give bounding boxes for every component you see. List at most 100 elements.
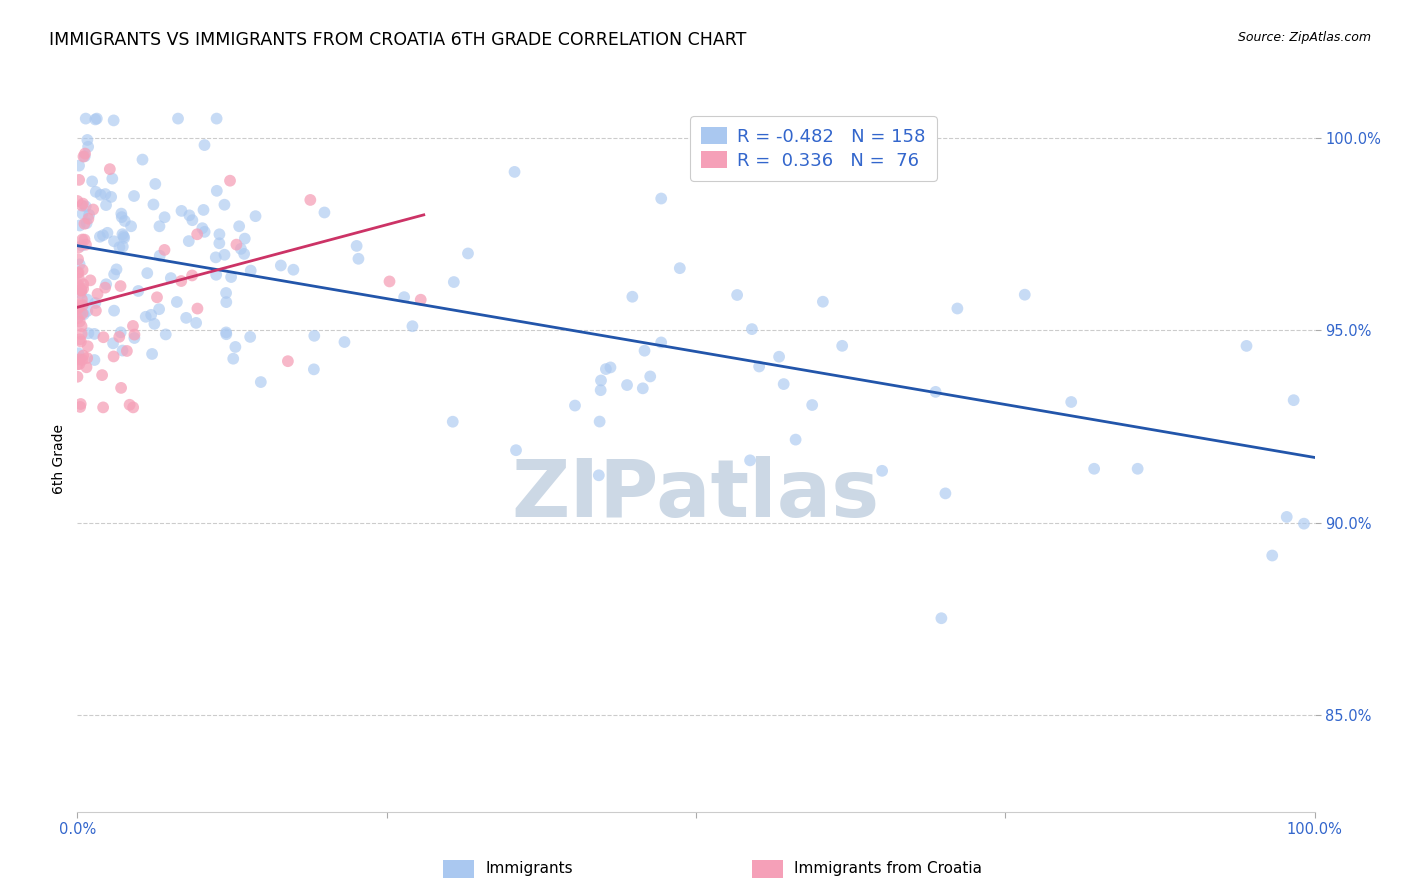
Point [741, 322, 763, 336]
Point [91, 368, 114, 383]
Point [186, 227, 208, 242]
Point [67, 357, 90, 371]
Point [105, 262, 128, 277]
Point [77, 208, 100, 222]
Point [225, 237, 247, 252]
Point [96, 226, 118, 240]
Point [333, 334, 356, 349]
Point [1282, 393, 1305, 408]
Point [245, 209, 267, 223]
Point [946, 301, 969, 316]
Point [77, 326, 100, 341]
Point [222, 351, 245, 366]
Point [304, 328, 326, 343]
Point [79, 273, 101, 287]
Point [146, 290, 169, 304]
Point [564, 399, 586, 413]
Point [67, 173, 90, 187]
Point [302, 362, 325, 376]
Point [124, 331, 146, 345]
Point [633, 343, 655, 358]
Point [191, 221, 214, 235]
Point [66, 266, 89, 280]
Point [111, 227, 134, 242]
Point [103, 234, 125, 248]
Point [72, 207, 94, 221]
Point [122, 401, 145, 415]
Point [277, 354, 299, 368]
Point [589, 383, 612, 397]
Point [111, 210, 134, 224]
Point [75, 112, 97, 126]
Point [155, 327, 177, 342]
Point [177, 234, 200, 248]
Point [588, 415, 610, 429]
Point [115, 343, 138, 358]
Point [205, 184, 228, 198]
Point [66, 369, 89, 384]
Point [108, 330, 131, 344]
Point [66, 357, 89, 371]
Point [82, 202, 104, 217]
Point [70, 283, 93, 297]
Point [70, 283, 93, 297]
Point [924, 384, 946, 399]
Point [72, 307, 94, 321]
Point [801, 398, 824, 412]
Point [118, 398, 141, 412]
Point [110, 279, 132, 293]
Point [174, 310, 197, 325]
Point [166, 295, 188, 310]
Point [66, 301, 89, 316]
Point [110, 326, 132, 340]
Point [90, 187, 112, 202]
Point [167, 112, 190, 126]
Point [219, 174, 242, 188]
Point [101, 171, 124, 186]
Point [299, 193, 322, 207]
Point [69, 400, 91, 414]
Point [184, 316, 207, 330]
Point [193, 138, 215, 153]
Point [599, 360, 621, 375]
Point [669, 261, 692, 276]
Point [122, 318, 145, 333]
Point [142, 197, 165, 211]
Point [831, 339, 853, 353]
Point [143, 177, 166, 191]
Point [110, 381, 132, 395]
Point [215, 285, 238, 300]
Point [75, 199, 97, 213]
Point [214, 248, 236, 262]
Point [67, 240, 90, 254]
Point [1014, 287, 1036, 301]
Point [135, 310, 157, 324]
Point [725, 288, 748, 302]
Point [441, 415, 464, 429]
Point [401, 319, 423, 334]
Point [72, 149, 94, 163]
Point [70, 284, 93, 298]
Point [443, 275, 465, 289]
Point [111, 343, 134, 358]
Point [204, 251, 226, 265]
Point [122, 189, 145, 203]
Point [346, 239, 368, 253]
Point [149, 249, 172, 263]
Point [70, 334, 93, 349]
Point [136, 266, 159, 280]
Point [270, 259, 292, 273]
Point [170, 274, 193, 288]
Point [153, 211, 176, 225]
Text: ZIPatlas: ZIPatlas [512, 456, 880, 533]
Point [98, 162, 121, 177]
Point [194, 225, 217, 239]
Point [76, 351, 98, 365]
Point [103, 268, 125, 282]
Point [67, 352, 90, 367]
Point [70, 326, 93, 341]
Point [69, 286, 91, 301]
Point [409, 293, 432, 307]
Point [72, 233, 94, 247]
Point [772, 377, 794, 392]
